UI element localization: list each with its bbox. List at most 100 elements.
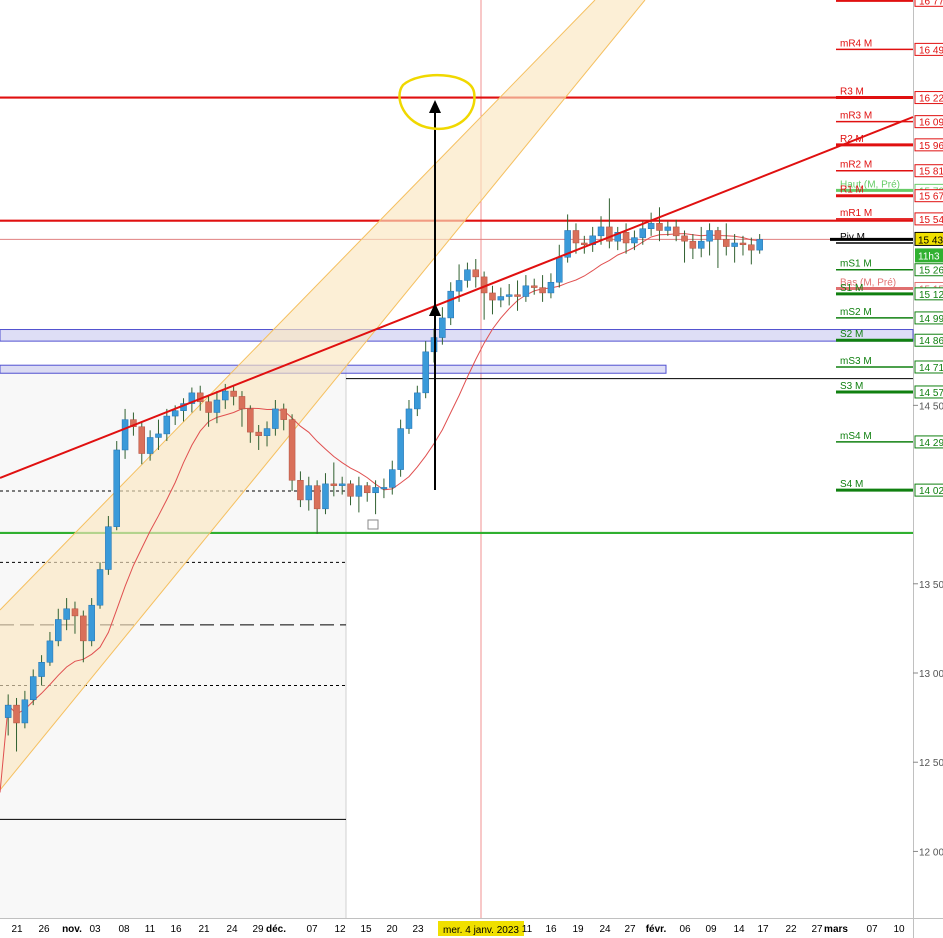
candle-body bbox=[606, 226, 613, 242]
candle-body bbox=[255, 431, 262, 436]
candle-body bbox=[347, 483, 354, 497]
candle-body bbox=[372, 487, 379, 494]
price-tag bbox=[914, 164, 943, 178]
candle-body bbox=[405, 408, 413, 429]
candle-body bbox=[581, 242, 588, 246]
candle-body bbox=[714, 230, 722, 240]
price-tag-text: 14 57 bbox=[919, 388, 943, 399]
x-tick-label: 24 bbox=[599, 924, 611, 935]
x-tick-label: 09 bbox=[705, 924, 717, 935]
x-tick-label: 07 bbox=[306, 924, 318, 935]
pivot-label: mS3 M bbox=[840, 356, 872, 367]
candle-body bbox=[572, 230, 580, 244]
moving-average-line bbox=[0, 233, 760, 793]
candle-body bbox=[29, 676, 37, 701]
candle-body bbox=[614, 232, 621, 242]
candle-body bbox=[706, 230, 713, 242]
x-tick-label: mars bbox=[824, 924, 848, 935]
y-tick-label: 13 500 bbox=[919, 580, 943, 591]
candle-body bbox=[96, 569, 104, 606]
price-zones bbox=[0, 329, 914, 374]
candle-body bbox=[731, 242, 738, 247]
pivot-label: R2 M bbox=[840, 134, 864, 145]
price-tag bbox=[914, 138, 943, 152]
candle-body bbox=[105, 526, 112, 570]
candle-body bbox=[213, 399, 221, 413]
pivot-label: mS1 M bbox=[840, 259, 872, 270]
candle-body bbox=[21, 699, 29, 724]
pivot-label: S2 M bbox=[840, 329, 863, 340]
candle-body bbox=[389, 469, 396, 488]
candle-body bbox=[631, 237, 638, 244]
candle-body bbox=[464, 269, 471, 281]
candle-body bbox=[288, 419, 296, 481]
price-tag-text: 15 96 bbox=[919, 141, 943, 152]
candle-body bbox=[205, 401, 212, 413]
candle-body bbox=[305, 485, 313, 501]
candle-body bbox=[138, 426, 146, 454]
price-tag-text: 14 29 bbox=[919, 438, 943, 449]
pivot-label: R3 M bbox=[840, 87, 864, 98]
x-tick-label: 16 bbox=[545, 924, 557, 935]
x-tick-label: 11 bbox=[145, 924, 156, 935]
candle-body bbox=[363, 485, 371, 494]
candle-body bbox=[689, 240, 697, 249]
price-tag bbox=[914, 189, 943, 203]
x-tick-label: 26 bbox=[38, 924, 50, 935]
x-tick-label: 03 bbox=[89, 924, 101, 935]
countdown-text: 11h3 bbox=[918, 251, 940, 262]
candle-body bbox=[397, 428, 404, 470]
candle-body bbox=[63, 608, 70, 620]
price-tag bbox=[914, 333, 943, 347]
candle-body bbox=[38, 662, 45, 677]
price-tag bbox=[914, 263, 943, 277]
candle-body bbox=[380, 487, 388, 490]
current-price-text: 15 43 bbox=[918, 235, 943, 246]
annotations bbox=[367, 73, 476, 530]
x-tick-label: 14 bbox=[733, 924, 745, 935]
candle-body bbox=[697, 240, 705, 249]
candle-body bbox=[547, 281, 555, 294]
candles bbox=[4, 198, 763, 752]
candle-body bbox=[539, 287, 546, 294]
y-tick-label: 13 000 bbox=[919, 669, 943, 680]
support-zone bbox=[0, 329, 914, 342]
x-tick-label: 08 bbox=[118, 924, 130, 935]
x-tick-label: 12 bbox=[334, 924, 346, 935]
candle-body bbox=[80, 615, 87, 642]
candle-body bbox=[639, 228, 647, 238]
x-tick-label: 15 bbox=[360, 924, 372, 935]
candle-body bbox=[656, 223, 663, 231]
candle-body bbox=[171, 410, 179, 417]
pivot-label: mR1 M bbox=[840, 208, 872, 219]
candle-body bbox=[672, 226, 680, 237]
pivot-label: S1 M bbox=[840, 283, 863, 294]
candle-body bbox=[489, 292, 496, 301]
candle-body bbox=[664, 226, 672, 231]
candle-body bbox=[589, 235, 596, 246]
x-tick-label: 21 bbox=[11, 924, 23, 935]
price-tag-text: 14 02 bbox=[919, 486, 943, 497]
price-tag bbox=[914, 360, 943, 374]
x-tick-label: 23 bbox=[412, 924, 424, 935]
y-tick-label: 14 500 bbox=[919, 401, 943, 412]
candle-body bbox=[723, 239, 730, 247]
price-axis[interactable]: 12 000 12 500 13 000 13 500 14 500 bbox=[913, 401, 943, 858]
moving-average bbox=[0, 233, 760, 793]
candle-body bbox=[472, 269, 480, 278]
time-axis[interactable]: 21 26 nov. 03 08 11 16 21 24 29 déc. 07 12 15 20 23 mer.… bbox=[11, 921, 905, 936]
pivot-label: mS4 M bbox=[840, 431, 872, 442]
candle-body bbox=[280, 408, 287, 420]
candle-body bbox=[46, 640, 54, 663]
pivot-label: mS2 M bbox=[840, 307, 872, 318]
price-tag-text: 15 81 bbox=[919, 167, 943, 178]
price-tag-text: 15 67 bbox=[919, 192, 943, 203]
arrow-head-mid bbox=[429, 303, 441, 316]
candle-body bbox=[330, 483, 338, 486]
price-tag bbox=[914, 115, 943, 129]
pivot-label: mR3 M bbox=[840, 111, 872, 122]
candle-body bbox=[13, 704, 20, 724]
price-tag-text: 16 77 bbox=[919, 0, 943, 7]
candle-body bbox=[4, 704, 12, 718]
